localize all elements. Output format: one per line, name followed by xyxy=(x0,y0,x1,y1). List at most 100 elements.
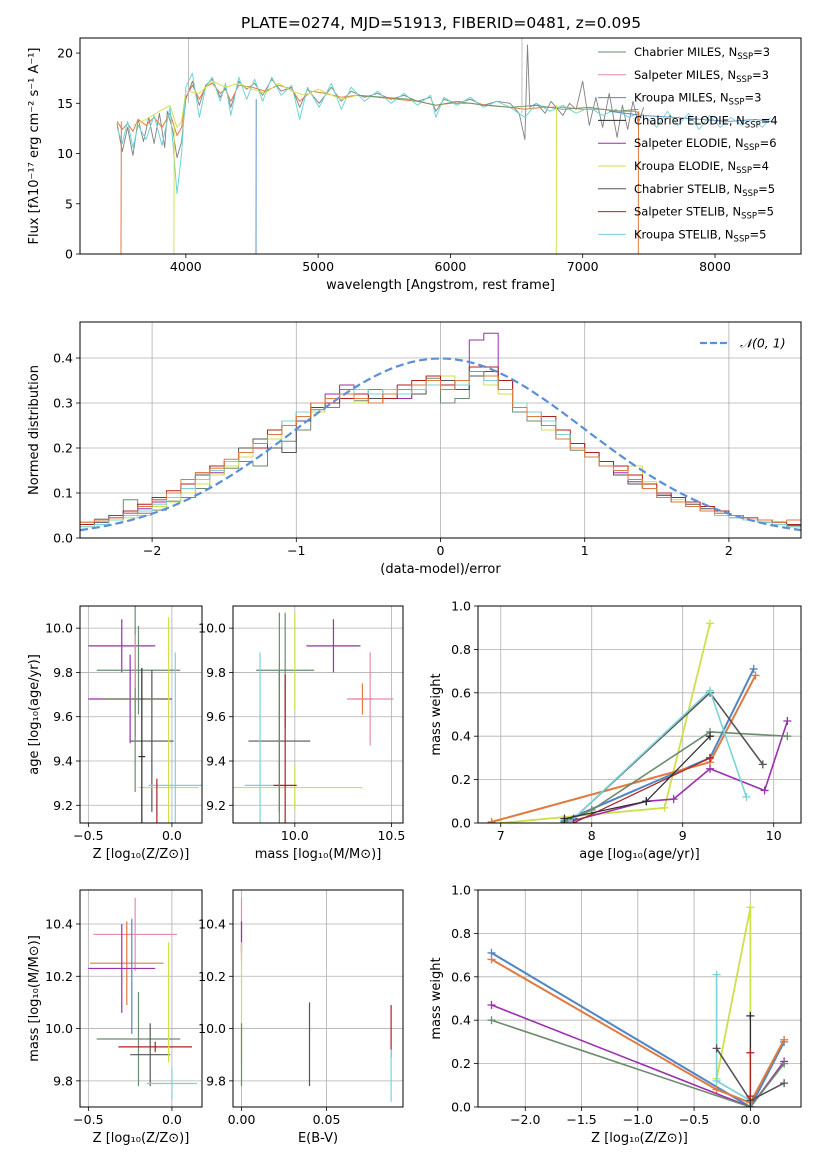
legend-entry-value: =3 xyxy=(752,68,769,82)
weight-line xyxy=(491,1004,785,1107)
weight-marker xyxy=(560,814,569,823)
plot-area xyxy=(116,38,771,254)
y-tick-label: 10.4 xyxy=(45,916,73,931)
y-tick-label: 9.4 xyxy=(206,754,226,769)
legend-entry-label: Chabrier MILES, N xyxy=(634,45,737,59)
y-tick-label: 0.1 xyxy=(53,486,73,501)
y-tick-label: 5 xyxy=(65,196,73,211)
y-tick-label: 0.0 xyxy=(53,531,73,546)
x-tick-label: 0 xyxy=(437,543,445,558)
y-tick-label: 0.0 xyxy=(451,1100,471,1115)
x-tick-label: −1.0 xyxy=(623,1112,653,1127)
panel-weight-vs-age: 7 8 9 10 0.0 0.2 0.4 0.6 0.8 1.0 age [log₁₀(age/yr… xyxy=(429,599,802,862)
y-tick-label: 0.2 xyxy=(451,1056,471,1071)
x-tick-label: 7 xyxy=(497,828,505,843)
x-tick-label: 8 xyxy=(588,828,596,843)
panel-age-vs-mass: 10.0 10.5 9.2 9.4 9.6 9.8 10.0 mass [log₁₀(M/M⊙… xyxy=(198,605,405,862)
weight-marker xyxy=(642,797,651,806)
legend-entry-label: Kroupa STELIB, N xyxy=(634,227,734,241)
weight-marker xyxy=(746,1092,755,1101)
y-tick-label: 10.0 xyxy=(198,621,226,636)
x-tick-label: 0.0 xyxy=(162,1112,182,1127)
y-tick-label: 9.8 xyxy=(53,665,73,680)
legend-entry-sub: SSP xyxy=(742,189,758,199)
y-tick-label: 0.4 xyxy=(451,729,471,744)
spectrum-line xyxy=(609,110,771,122)
x-tick-label: 5000 xyxy=(302,259,334,274)
plot-area xyxy=(80,606,202,823)
weight-marker xyxy=(487,1016,496,1025)
x-axis-label: (data-model)/error xyxy=(380,562,501,577)
x-axis-label: Z [log₁₀(Z/Z⊙)] xyxy=(93,847,190,862)
panel-spectrum: 4000 5000 6000 7000 8000 0 5 10 15 20 wavelength [… xyxy=(27,37,802,293)
legend-entry-sub: SSP xyxy=(744,143,760,153)
y-tick-label: 9.8 xyxy=(206,665,226,680)
y-axis-label: mass [log₁₀(M/M⊙)] xyxy=(27,935,42,1062)
x-axis-label: Z [log₁₀(Z/Z⊙)] xyxy=(93,1131,190,1146)
axes-frame xyxy=(79,889,203,1108)
x-axis-label: wavelength [Angstrom, rest frame] xyxy=(326,278,555,293)
axes-frame xyxy=(477,605,802,824)
weight-line xyxy=(490,952,785,1107)
histogram-series xyxy=(80,371,801,523)
panel-weight-vs-z: −2.0 −1.5 −1.0 −0.5 0.0 0.0 0.2 0.4 0.6 0.8 1.0 Z [… xyxy=(429,883,802,1146)
x-tick-label: 8000 xyxy=(699,259,731,274)
panel-age-vs-z: −0.5 0.0 9.2 9.4 9.6 9.8 10.0 Z [log₁₀(Z/Z⊙)] ag… xyxy=(27,605,203,862)
spectrum-line xyxy=(116,44,645,159)
legend-entry: Salpeter ELODIE, NSSP=6 xyxy=(634,136,777,153)
plot-area xyxy=(80,322,801,538)
legend-entry: Chabrier MILES, NSSP=3 xyxy=(634,45,770,62)
legend-entry-sub: SSP xyxy=(741,212,757,222)
legend-entry-label: Salpeter ELODIE, N xyxy=(634,136,744,150)
x-tick-label: 0.05 xyxy=(313,1112,341,1127)
weight-marker xyxy=(669,795,678,804)
figure-title: PLATE=0274, MJD=51913, FIBERID=0481, z=0… xyxy=(241,14,641,32)
y-tick-label: 9.6 xyxy=(206,709,226,724)
x-tick-label: −0.5 xyxy=(679,1112,709,1127)
y-tick-label: 0.4 xyxy=(53,351,73,366)
legend-entry-label: Salpeter STELIB, N xyxy=(634,205,741,219)
spectrum-line xyxy=(357,94,639,112)
weight-line xyxy=(568,689,748,823)
legend-entry: 𝒩(0, 1) xyxy=(740,336,786,351)
legend-entry-label: Kroupa MILES, N xyxy=(634,91,729,105)
y-tick-label: 9.4 xyxy=(53,754,73,769)
y-tick-label: 10.0 xyxy=(45,621,73,636)
legend-entry-sub: SSP xyxy=(729,98,745,108)
weight-marker xyxy=(706,764,715,773)
plot-area xyxy=(80,890,202,1107)
y-tick-label: 9.8 xyxy=(53,1073,73,1088)
weight-line xyxy=(564,720,789,823)
y-tick-label: 10.0 xyxy=(198,1021,226,1036)
weight-marker xyxy=(780,1079,789,1088)
x-tick-label: −1.5 xyxy=(566,1112,596,1127)
weight-marker xyxy=(706,686,715,695)
x-tick-label: 10 xyxy=(766,828,782,843)
weight-marker xyxy=(712,970,721,979)
weight-marker xyxy=(751,671,760,680)
y-tick-label: 9.8 xyxy=(206,1073,226,1088)
axes-frame xyxy=(79,37,802,255)
weight-marker xyxy=(780,1035,789,1044)
x-tick-label: −0.5 xyxy=(73,828,103,843)
y-axis-label: mass weight xyxy=(429,957,444,1039)
y-tick-label: 0.8 xyxy=(451,642,471,657)
legend-entry-label: Salpeter MILES, N xyxy=(634,68,736,82)
spectrum-line xyxy=(641,110,771,130)
x-axis-label: E(B-V) xyxy=(298,1131,338,1146)
plot-area xyxy=(478,890,801,1107)
y-tick-label: 0.6 xyxy=(451,969,471,984)
weight-marker xyxy=(706,619,715,628)
legend-entry: Kroupa STELIB, NSSP=5 xyxy=(634,227,766,244)
axes-frame xyxy=(232,889,404,1108)
weight-line xyxy=(500,623,711,823)
x-tick-label: 2 xyxy=(725,543,733,558)
legend-entry-label: Chabrier STELIB, N xyxy=(634,182,742,196)
legend-entry-value: =5 xyxy=(749,227,766,241)
weight-line xyxy=(490,958,785,1104)
legend-entry: Kroupa MILES, NSSP=3 xyxy=(634,91,761,108)
panel-mass-vs-ebv: 0.00 0.05 9.8 10.0 10.2 10.4 E(B-V) xyxy=(198,889,404,1146)
weight-marker xyxy=(569,819,578,823)
y-tick-label: 10.2 xyxy=(45,969,73,984)
